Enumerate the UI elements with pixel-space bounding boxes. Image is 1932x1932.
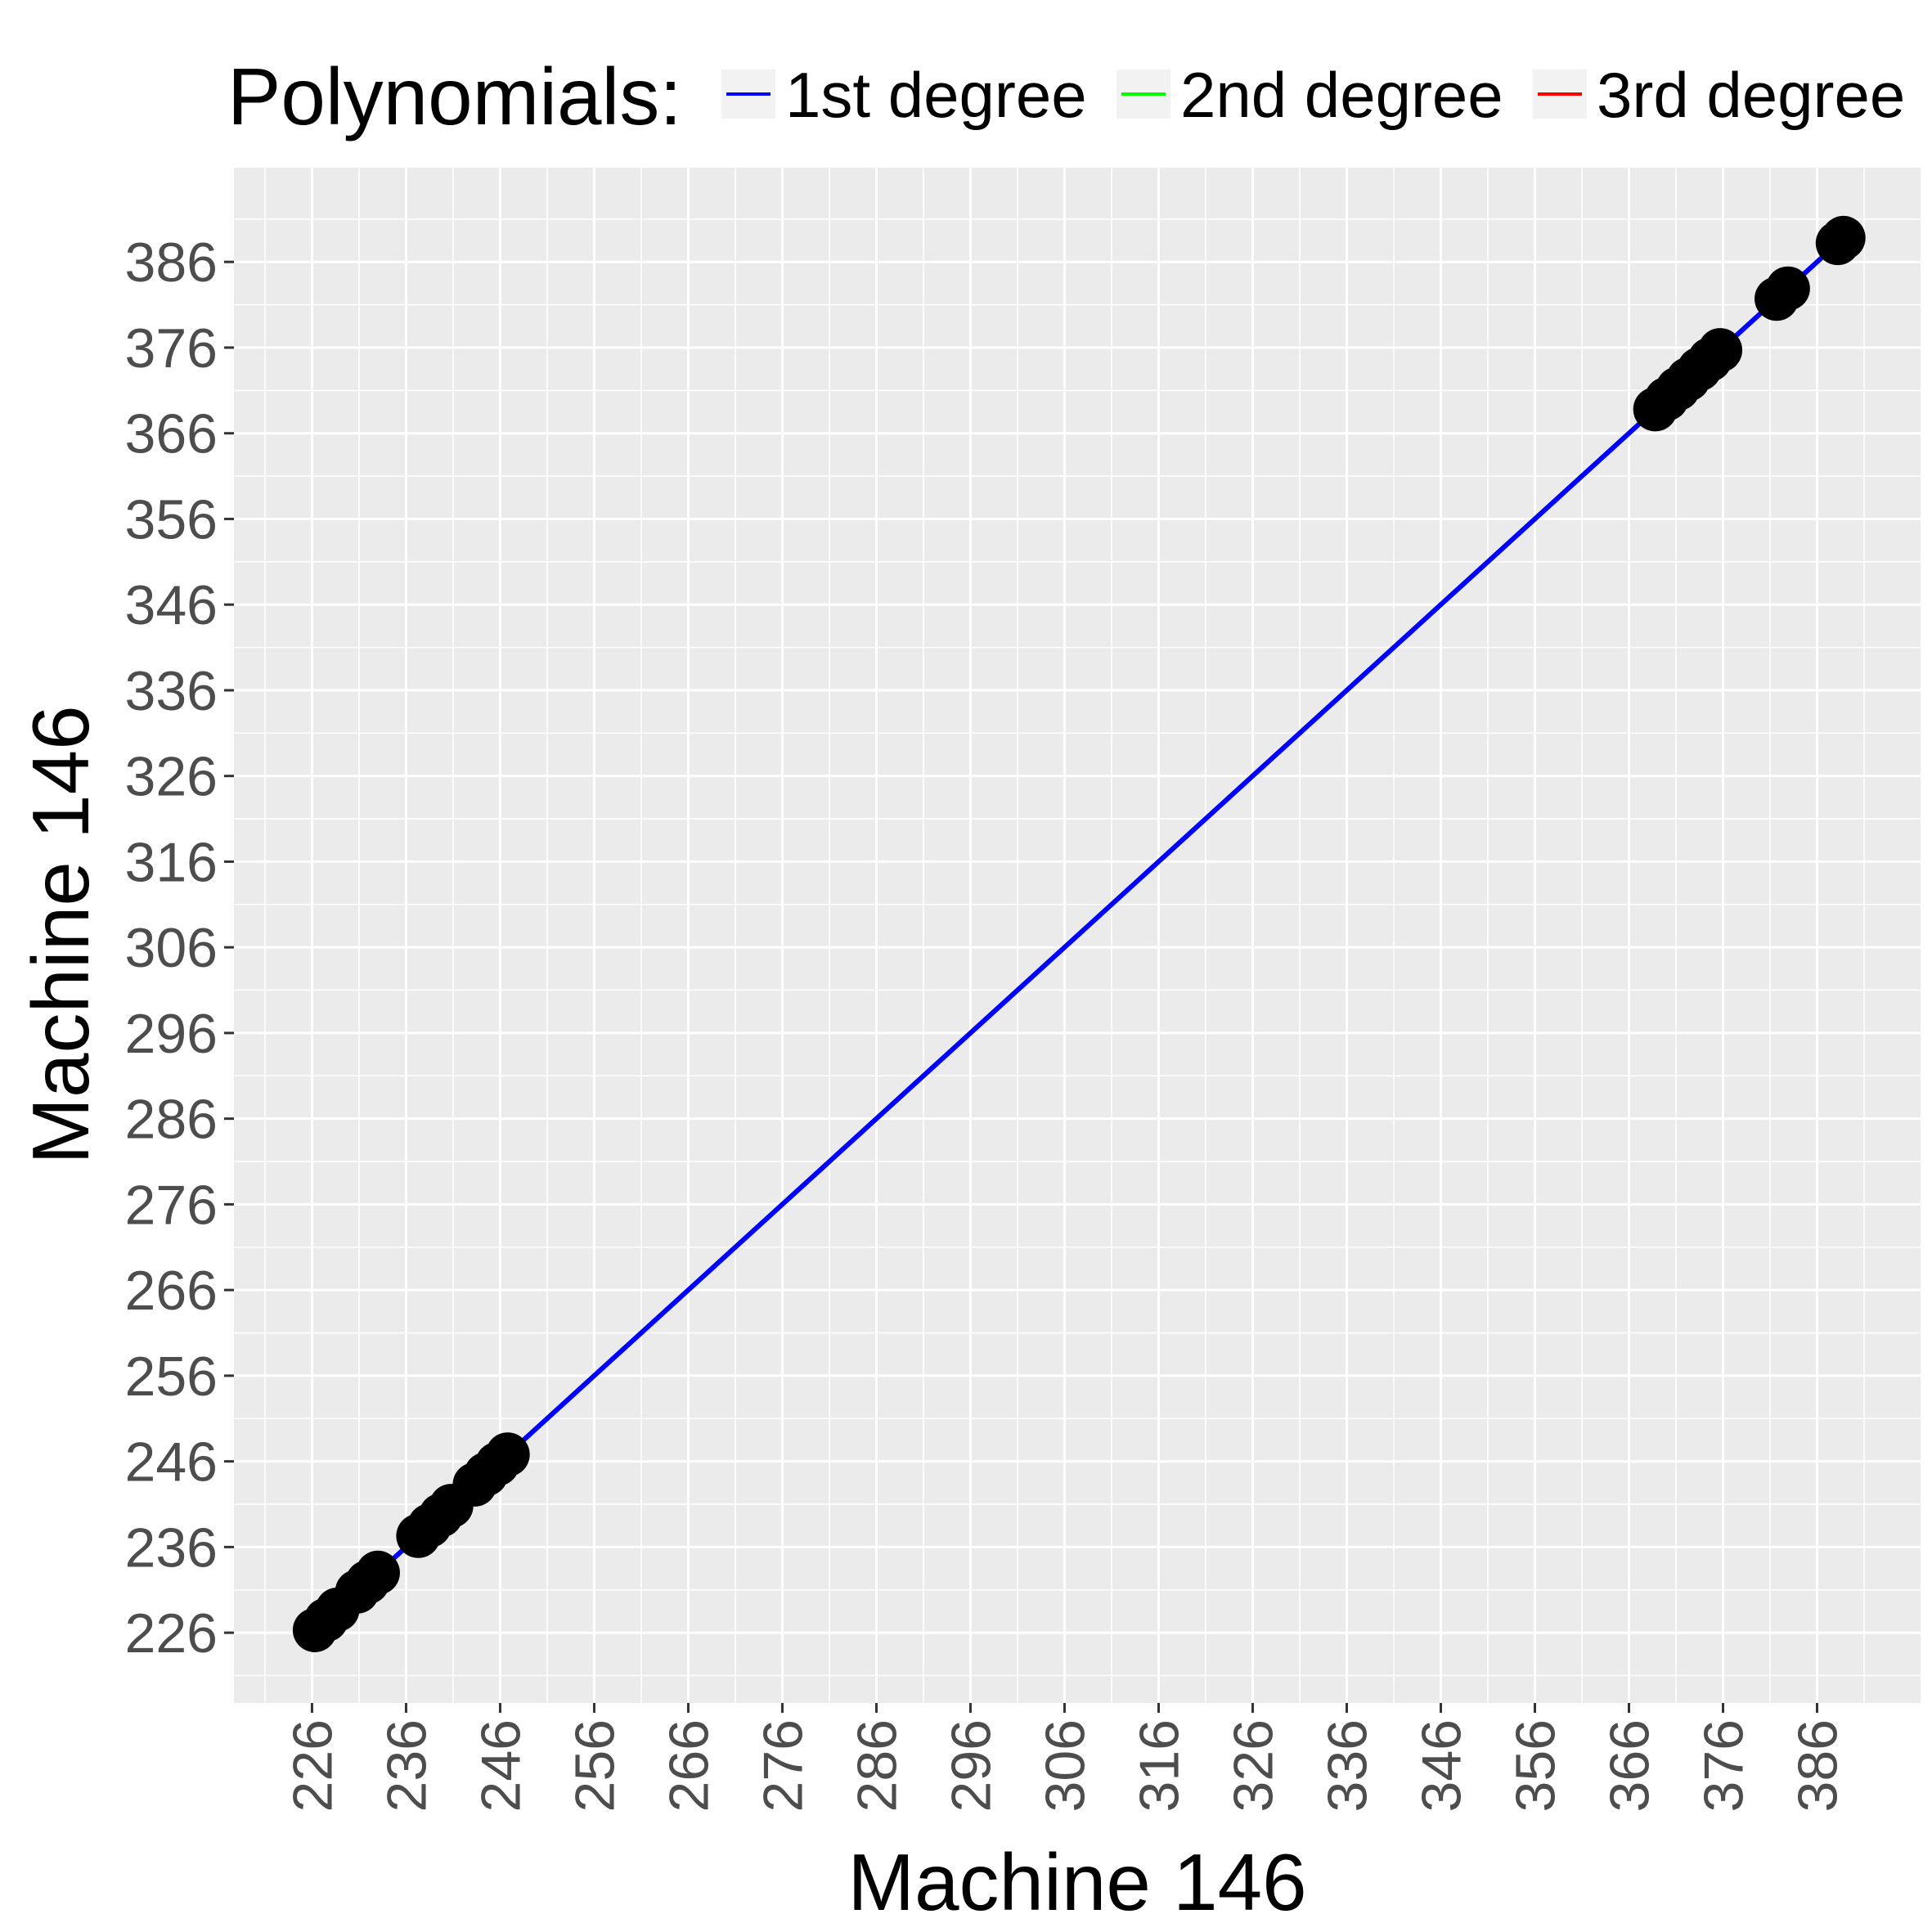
legend-label: 1st degree <box>785 59 1087 131</box>
y-tick-label: 386 <box>125 231 218 294</box>
x-tick-label: 236 <box>375 1719 438 1812</box>
y-tick-label: 226 <box>125 1602 218 1665</box>
data-point <box>485 1432 530 1477</box>
x-tick-label: 246 <box>470 1719 532 1812</box>
y-tick-label: 256 <box>125 1346 218 1408</box>
legend-label: 2nd degree <box>1180 59 1503 131</box>
x-tick-label: 256 <box>564 1719 626 1812</box>
y-tick-label: 376 <box>125 317 218 380</box>
y-tick-label: 336 <box>125 660 218 722</box>
y-tick-label: 366 <box>125 403 218 465</box>
x-tick-label: 266 <box>658 1719 720 1812</box>
y-tick-label: 236 <box>125 1516 218 1579</box>
x-tick-label: 376 <box>1692 1719 1755 1812</box>
x-tick-label: 316 <box>1128 1719 1190 1812</box>
data-point <box>1698 328 1743 373</box>
y-tick-label: 286 <box>125 1089 218 1151</box>
x-tick-label: 386 <box>1786 1719 1849 1812</box>
legend-label: 3rd degree <box>1597 59 1905 131</box>
y-axis: 226 236 246 256 266 276 286 296 306 316 326 336 346 3… <box>125 231 234 1665</box>
x-tick-label: 366 <box>1598 1719 1660 1812</box>
legend-entries: 1st degree 2nd degree 3rd degree <box>721 59 1905 131</box>
x-tick-label: 286 <box>846 1719 908 1812</box>
x-tick-label: 226 <box>281 1719 344 1812</box>
y-axis-title: Machine 146 <box>16 705 106 1164</box>
x-axis-title: Machine 146 <box>847 1837 1306 1927</box>
scatter-points <box>292 215 1866 1652</box>
series-line <box>312 236 1845 1633</box>
y-tick-label: 266 <box>125 1260 218 1322</box>
data-point <box>1821 215 1866 260</box>
y-tick-label: 326 <box>125 746 218 808</box>
y-tick-label: 356 <box>125 488 218 550</box>
data-point <box>1765 266 1810 311</box>
y-tick-label: 306 <box>125 917 218 979</box>
data-point <box>355 1550 400 1595</box>
x-axis: 226 236 246 256 266 276 286 296 306 316 326 336 346 3… <box>281 1703 1849 1812</box>
y-tick-label: 316 <box>125 831 218 893</box>
x-tick-label: 346 <box>1410 1719 1472 1812</box>
y-tick-label: 296 <box>125 1003 218 1065</box>
x-tick-label: 276 <box>752 1719 814 1812</box>
grid-minor <box>234 168 1921 1703</box>
x-tick-label: 356 <box>1504 1719 1566 1812</box>
legend: Polynomials: 1st degree 2nd degree 3rd deg… <box>227 52 1905 142</box>
x-tick-label: 306 <box>1034 1719 1096 1812</box>
x-tick-label: 296 <box>940 1719 1002 1812</box>
series-lines <box>312 236 1845 1633</box>
y-tick-label: 276 <box>125 1174 218 1236</box>
legend-title: Polynomials: <box>227 52 682 142</box>
x-tick-label: 326 <box>1222 1719 1284 1812</box>
y-tick-label: 346 <box>125 574 218 636</box>
y-tick-label: 246 <box>125 1431 218 1494</box>
x-tick-label: 336 <box>1316 1719 1378 1812</box>
